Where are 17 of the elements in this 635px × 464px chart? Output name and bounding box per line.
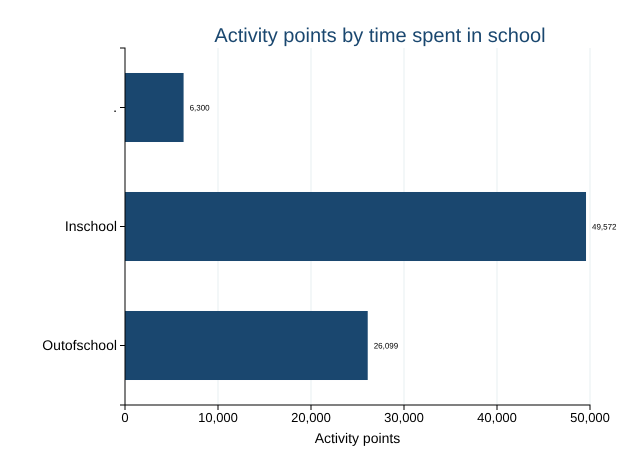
data-label: 26,099 — [374, 341, 399, 350]
chart-title: Activity points by time spent in school — [214, 25, 546, 47]
y-tick-label: Outofschool — [42, 336, 117, 353]
x-tick-label: 0 — [121, 410, 129, 426]
y-tick-label: Inschool — [64, 218, 117, 234]
bar — [125, 310, 368, 380]
data-label: 6,300 — [190, 103, 210, 112]
y-tick-label: . — [113, 98, 117, 115]
x-tick-label: 50,000 — [570, 410, 610, 426]
x-tick-label: 30,000 — [384, 410, 424, 426]
x-axis-title: Activity points — [314, 430, 400, 446]
data-label: 49,572 — [592, 222, 618, 232]
bar — [125, 72, 184, 142]
bar — [125, 192, 586, 262]
x-tick-label: 20,000 — [291, 410, 331, 426]
x-tick-label: 40,000 — [477, 410, 517, 426]
x-tick-label: 10,000 — [198, 410, 238, 426]
